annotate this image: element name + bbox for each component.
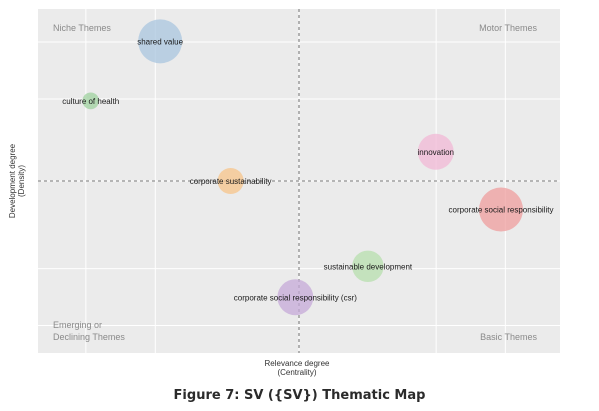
bubble: [217, 167, 244, 195]
x-axis-sublabel: (Centrality): [277, 368, 316, 377]
bubble-label: corporate social responsibility: [449, 206, 554, 215]
bubble: [82, 92, 100, 110]
bubble-label: shared value: [137, 37, 183, 46]
quadrant-dividers: [38, 9, 560, 353]
bubble: [352, 250, 384, 283]
y-axis-label: Development degree: [8, 143, 17, 218]
bubble-label: innovation: [418, 148, 454, 157]
quadrant-label-emerging-line2: Declining Themes: [53, 332, 125, 342]
bubble: [277, 279, 314, 316]
bubble: [417, 133, 454, 170]
bubble-label: corporate social responsibility (csr): [234, 293, 357, 302]
x-axis-label: Relevance degree: [265, 359, 330, 368]
thematic-map-chart: shared value culture of health innovation c…: [8, 9, 560, 377]
figure-caption: Figure 7: SV ({SV}) Thematic Map: [173, 388, 426, 403]
bubbles: [82, 19, 524, 316]
quadrant-label-motor: Motor Themes: [479, 23, 537, 33]
bubble-label: sustainable development: [324, 262, 413, 271]
bubble: [138, 19, 183, 64]
bubble-label: corporate sustainability: [190, 177, 272, 186]
quadrant-label-emerging-line1: Emerging or: [53, 320, 102, 330]
bubble-labels: shared value culture of health innovation c…: [62, 37, 553, 302]
y-axis-sublabel: (Density): [17, 165, 26, 197]
bubble: [479, 187, 524, 232]
quadrant-label-basic: Basic Themes: [480, 332, 537, 342]
quadrant-label-niche: Niche Themes: [53, 23, 111, 33]
bubble-label: culture of health: [62, 97, 119, 106]
